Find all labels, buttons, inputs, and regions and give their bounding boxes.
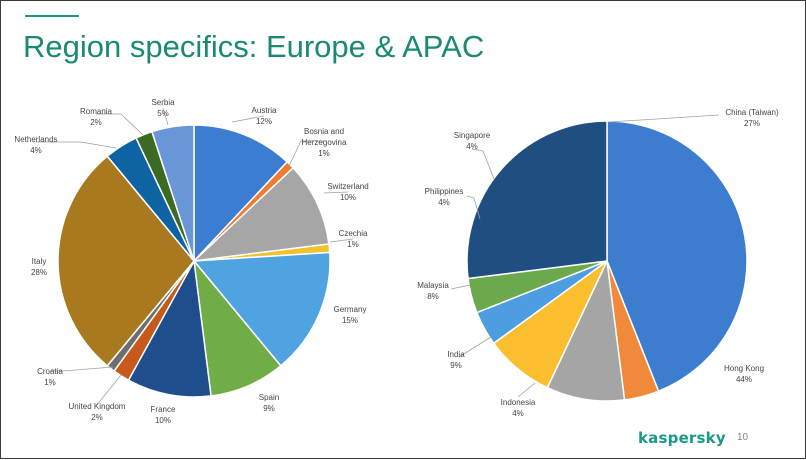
- slice-label-netherlands: Netherlands 4%: [14, 135, 57, 155]
- slice-label-austria: Austria 12%: [252, 106, 277, 126]
- slice-label-germany: Germany 15%: [334, 305, 367, 325]
- slice-label-singapore: Singapore 4%: [454, 131, 491, 151]
- leader-line-switzerland: [323, 191, 349, 194]
- pie-slice-austria: [193, 124, 289, 263]
- slice-label-croatia: Croatia 1%: [37, 367, 63, 387]
- leader-line-indonesia: [517, 382, 536, 398]
- leader-line-serbia: [162, 107, 169, 126]
- pie-slice-china-taiwan: [466, 120, 608, 280]
- leader-line-china-taiwan: [608, 114, 720, 123]
- pie-slice-italy: [57, 155, 195, 367]
- leader-line-croatia: [50, 366, 114, 372]
- leader-line-philippines: [466, 195, 481, 220]
- slice-label-czechia: Czechia 1%: [339, 229, 368, 249]
- europe-slices: [57, 124, 331, 398]
- slice-label-china-taiwan: China (Taiwan) 27%: [725, 108, 779, 128]
- leader-line-czechia: [329, 238, 354, 243]
- leader-line-romania: [96, 113, 144, 136]
- slice-label-spain: Spain 9%: [259, 393, 279, 413]
- pie-slice-hong-kong: [606, 120, 748, 393]
- pie-slice-switzerland: [191, 166, 330, 263]
- slice-label-india: India 9%: [447, 350, 465, 370]
- pie-slice-germany: [192, 251, 331, 367]
- kaspersky-logo: kaspersky: [638, 429, 726, 447]
- slice-label-romania: Romania 2%: [80, 107, 113, 127]
- slice-label-indonesia: Indonesia 4%: [501, 398, 536, 418]
- slice-label-united-kingdom: United Kingdom 2%: [69, 402, 126, 422]
- leader-line-singapore: [471, 148, 495, 180]
- leader-line-austria: [231, 115, 265, 123]
- pie-slice-india: [546, 258, 626, 402]
- apac-slices: [466, 120, 748, 402]
- accent-line: [25, 15, 79, 17]
- leader-line-netherlands: [36, 141, 117, 149]
- slice-label-bosnia-and-herzegovina: Bosnia and Herzegovina 1%: [302, 127, 347, 158]
- slice-label-italy: Italy 28%: [31, 257, 47, 277]
- slice-label-france: France 10%: [151, 405, 176, 425]
- leader-line-india: [458, 336, 492, 358]
- slice-label-hong-kong: Hong Kong 44%: [724, 364, 764, 384]
- leader-line-malaysia: [450, 284, 471, 290]
- slice-label-serbia: Serbia 5%: [151, 98, 175, 118]
- pie-slice-serbia: [151, 124, 195, 262]
- slice-label-philippines: Philippines 4%: [425, 187, 464, 207]
- page-number: 10: [737, 432, 749, 443]
- pie-slice-france: [127, 258, 212, 398]
- slide-title: Region specifics: Europe & APAC: [23, 29, 485, 64]
- leader-line-united-kingdom: [96, 374, 122, 406]
- slice-label-malaysia: Malaysia 8%: [417, 281, 449, 301]
- leader-line-bosnia-and-herzegovina: [288, 140, 324, 167]
- slice-label-switzerland: Switzerland 10%: [327, 182, 368, 202]
